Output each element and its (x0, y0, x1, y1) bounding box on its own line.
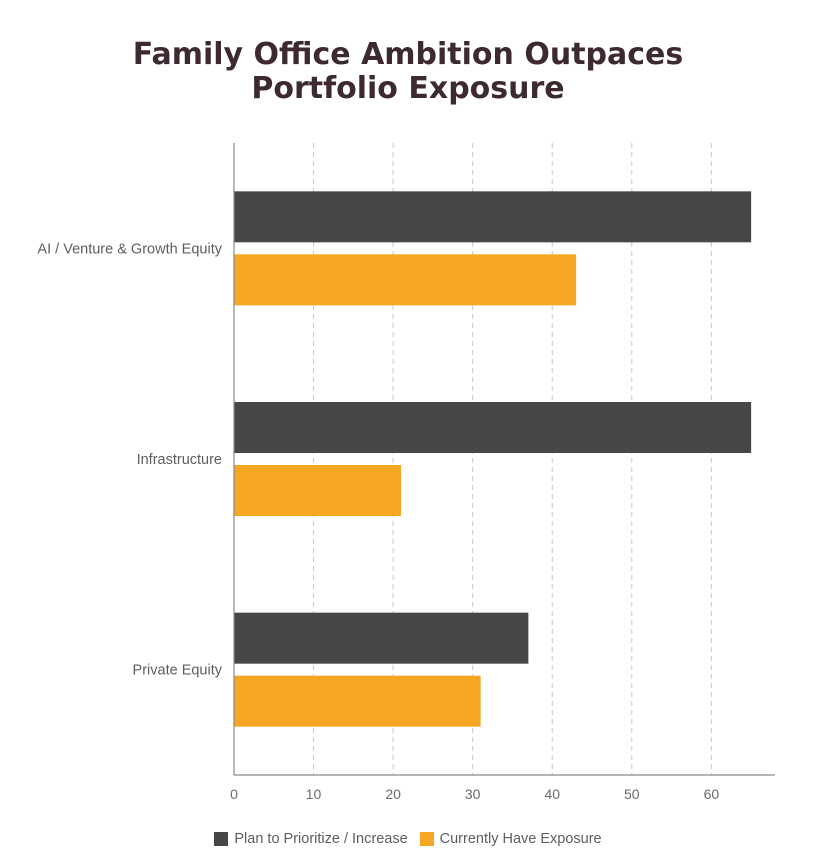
chart-title-line-1: Family Office Ambition Outpaces (132, 37, 684, 72)
bar-plan-0 (234, 191, 752, 243)
x-tick-label-40: 40 (544, 786, 560, 802)
x-tick-label-20: 20 (385, 786, 401, 802)
bar-current-1 (234, 465, 402, 516)
bar-chart: AI / Venture & Growth Equity Infrastructu… (37, 143, 775, 802)
legend-label-current: Currently Have Exposure (439, 831, 602, 847)
legend-item-current: Currently Have Exposure (419, 831, 602, 847)
x-tick-label-50: 50 (624, 786, 640, 802)
category-label-0: AI / Venture & Growth Equity (37, 241, 222, 257)
x-tick-label-0: 0 (230, 786, 238, 802)
chart-title-line-2: Portfolio Exposure (251, 71, 565, 106)
legend-swatch-plan (214, 832, 229, 846)
bar-plan-2 (234, 612, 529, 664)
bar-current-2 (234, 675, 481, 727)
bar-current-0 (234, 254, 577, 306)
category-label-1: Infrastructure (137, 452, 222, 468)
chart-legend: Plan to Prioritize / Increase Currently … (0, 831, 816, 847)
legend-label-plan: Plan to Prioritize / Increase (234, 831, 408, 847)
legend-item-plan: Plan to Prioritize / Increase (214, 831, 408, 847)
bar-plan-1 (234, 402, 752, 453)
x-tick-label-10: 10 (306, 786, 322, 802)
x-tick-label-60: 60 (704, 786, 720, 802)
chart-title: Family Office Ambition Outpaces Portfoli… (0, 38, 816, 106)
legend-swatch-current (419, 832, 434, 846)
x-tick-label-30: 30 (465, 786, 481, 802)
category-label-2: Private Equity (133, 663, 223, 679)
